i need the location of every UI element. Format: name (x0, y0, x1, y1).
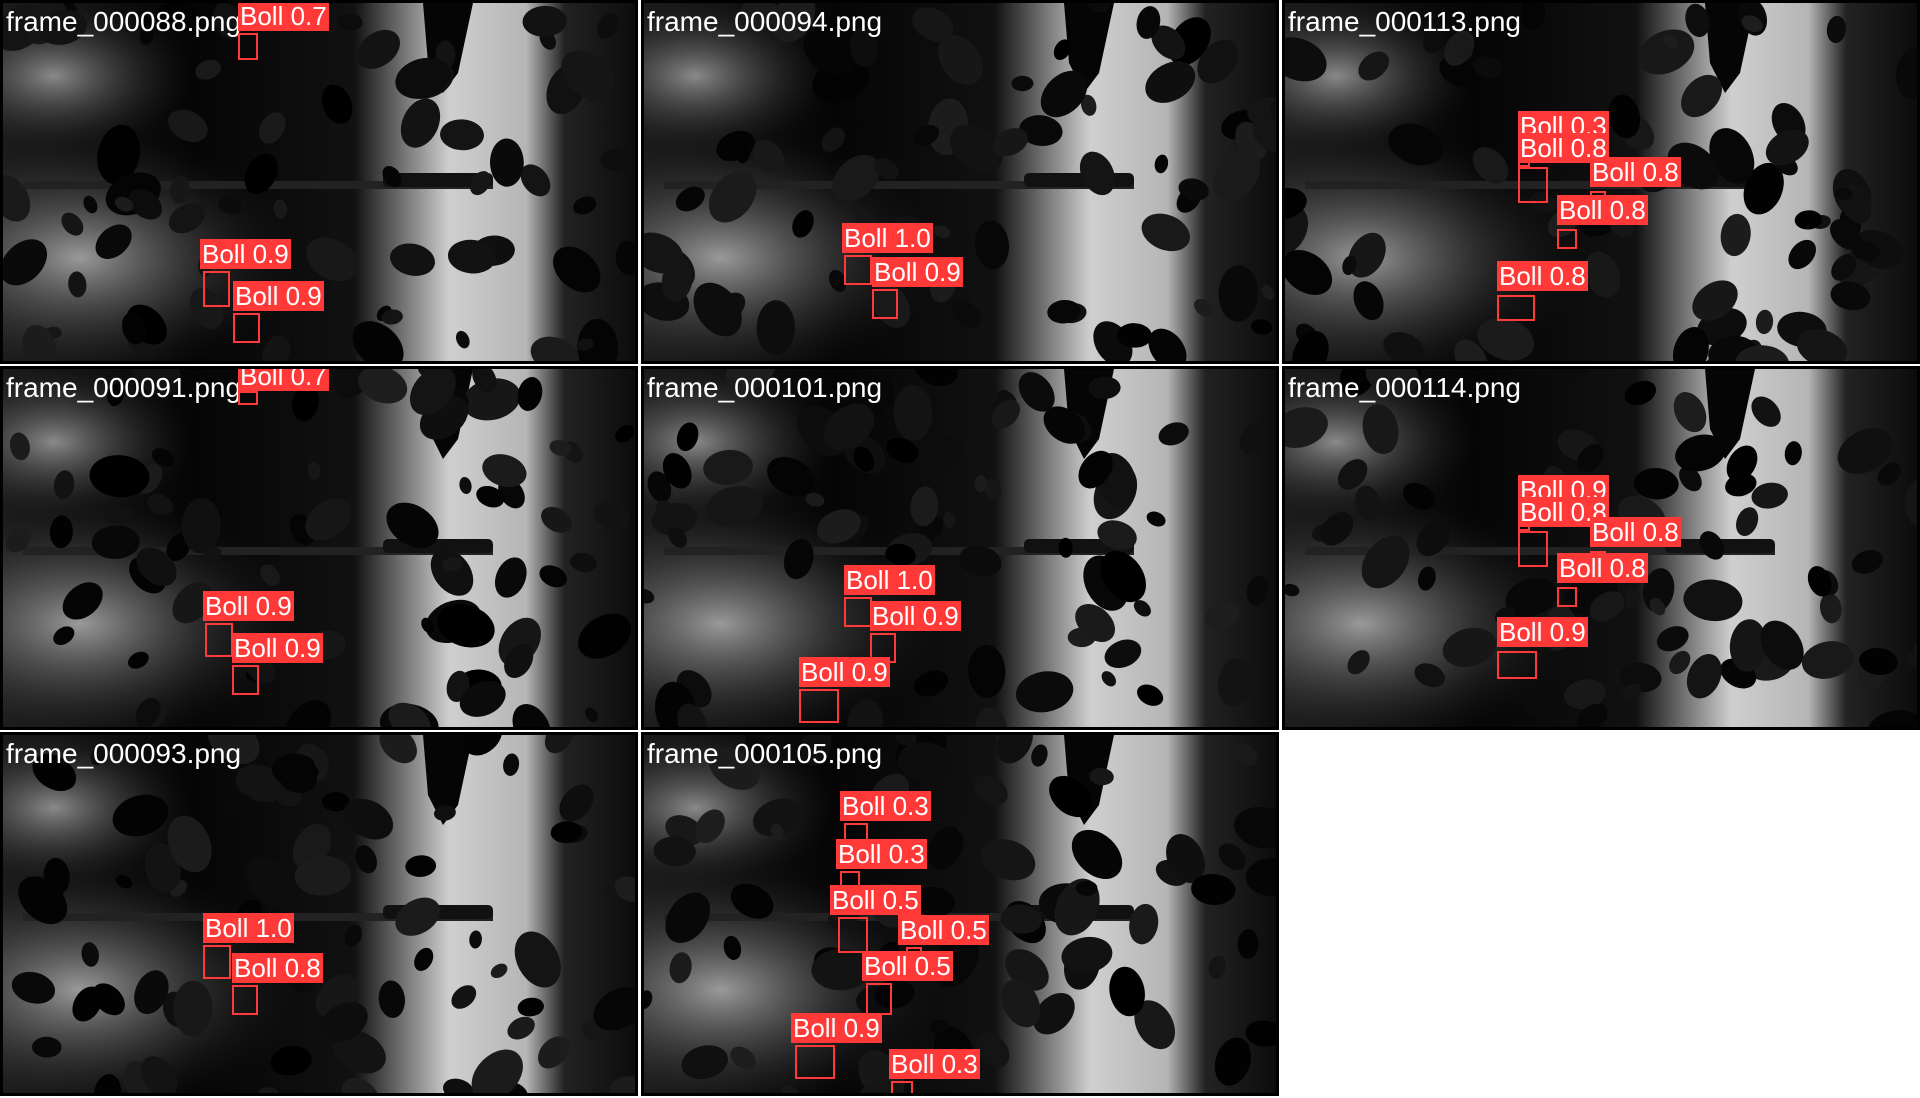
detection-label: Boll 0.8 (1497, 261, 1588, 291)
frame-filename: frame_000114.png (1288, 372, 1521, 403)
detection-label: Boll 1.0 (842, 223, 933, 253)
detection-box (238, 391, 258, 405)
detection-box (844, 597, 872, 627)
detection-label: Boll 0.8 (1557, 553, 1648, 583)
detection-label: Boll 0.9 (233, 281, 324, 311)
detection-box (872, 289, 898, 319)
detection-box (866, 983, 892, 1015)
detection-box (205, 623, 233, 657)
detection-label: Boll 0.9 (799, 657, 890, 687)
frame-image (3, 735, 635, 1093)
frame-filename: frame_000094.png (647, 6, 883, 37)
detection-label: Boll 0.9 (870, 601, 961, 631)
frame-filename: frame_000101.png (647, 372, 883, 403)
detection-label: Boll 0.7 (238, 1, 329, 31)
detection-box (844, 255, 872, 285)
detection-label: Boll 0.8 (1590, 157, 1681, 187)
detection-box (1557, 587, 1577, 607)
detection-label: Boll 1.0 (203, 913, 294, 943)
detection-box (238, 33, 258, 60)
frame-image (644, 369, 1276, 727)
detection-box (1518, 531, 1548, 567)
frame-image (3, 3, 635, 361)
detection-label: Boll 0.9 (203, 591, 294, 621)
detection-label: Boll 0.5 (830, 885, 921, 915)
detection-label: Boll 1.0 (844, 565, 935, 595)
detection-box (232, 985, 258, 1015)
detection-box (799, 689, 839, 723)
frame-filename: frame_000113.png (1288, 6, 1521, 37)
detection-box (1497, 651, 1537, 679)
frame-tile[interactable]: frame_000091.png Boll 0.7 Boll 0.9 Boll … (0, 366, 638, 730)
detection-box (203, 271, 230, 307)
frame-filename: frame_000088.png (6, 6, 242, 37)
detection-label: Boll 0.8 (1557, 195, 1648, 225)
frame-filename: frame_000091.png (6, 372, 242, 403)
detection-box (203, 945, 231, 979)
frame-tile[interactable]: frame_000088.png Boll 0.7 Boll 0.9 Boll … (0, 0, 638, 364)
detection-label: Boll 0.9 (200, 239, 291, 269)
detection-label: Boll 0.9 (872, 257, 963, 287)
detection-box (232, 665, 259, 695)
detection-label: Boll 0.7 (238, 369, 329, 391)
detection-label: Boll 0.8 (1590, 517, 1681, 547)
detection-label: Boll 0.5 (862, 951, 953, 981)
frame-image (644, 3, 1276, 361)
detection-label: Boll 0.5 (898, 915, 989, 945)
frame-tile[interactable]: frame_000101.png Boll 1.0 Boll 0.9 Boll … (641, 366, 1279, 730)
frame-tile[interactable]: frame_000114.png Boll 0.9 Boll 0.8 Boll … (1282, 366, 1920, 730)
detection-label: Boll 0.9 (232, 633, 323, 663)
frame-tile[interactable]: frame_000113.png Boll 0.3 Boll 0.8 Boll … (1282, 0, 1920, 364)
frame-tile[interactable]: frame_000105.png Boll 0.3 Boll 0.3 Boll … (641, 732, 1279, 1096)
frame-tile[interactable]: frame_000094.png Boll 1.0 Boll 0.9 (641, 0, 1279, 364)
detection-box (1518, 167, 1548, 203)
detection-label: Boll 0.9 (1497, 617, 1588, 647)
detection-label: Boll 0.3 (889, 1049, 980, 1079)
detection-label: Boll 0.3 (840, 791, 931, 821)
detection-box (891, 1081, 913, 1093)
detection-box (233, 313, 260, 343)
detection-box (795, 1045, 835, 1079)
detection-label: Boll 0.3 (836, 839, 927, 869)
detection-box (838, 917, 868, 953)
frame-tile[interactable]: frame_000093.png Boll 1.0 Boll 0.8 (0, 732, 638, 1096)
frame-filename: frame_000093.png (6, 738, 242, 769)
frame-image (3, 369, 635, 727)
detection-box (1557, 229, 1577, 249)
frame-filename: frame_000105.png (647, 738, 883, 769)
detection-label: Boll 0.8 (232, 953, 323, 983)
frame-image (1285, 369, 1917, 727)
detection-box (1497, 295, 1535, 321)
detection-label: Boll 0.9 (791, 1013, 882, 1043)
